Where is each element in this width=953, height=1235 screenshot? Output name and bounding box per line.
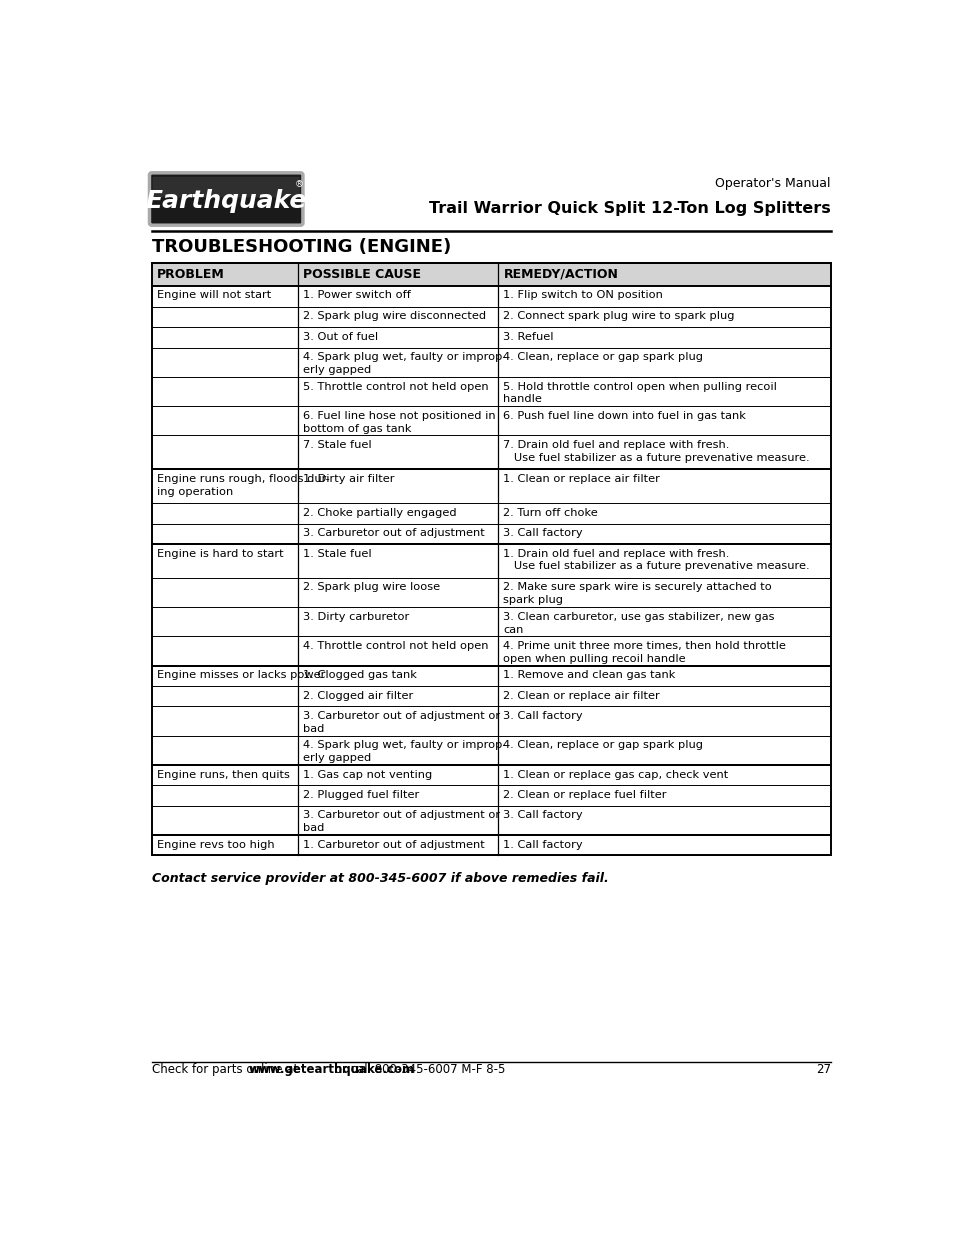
Bar — [152, 736, 830, 764]
Text: 1. Call factory: 1. Call factory — [503, 840, 582, 850]
Text: 4. Spark plug wet, faulty or improp-
erly gapped: 4. Spark plug wet, faulty or improp- erl… — [303, 740, 506, 763]
Text: 1. Stale fuel: 1. Stale fuel — [303, 548, 372, 558]
Text: Engine misses or lacks power: Engine misses or lacks power — [157, 671, 325, 680]
Bar — [152, 406, 830, 436]
Text: 2. Clean or replace air filter: 2. Clean or replace air filter — [503, 690, 659, 700]
Text: 3. Carburetor out of adjustment or
bad: 3. Carburetor out of adjustment or bad — [303, 810, 499, 834]
Text: www.getearthquake.com: www.getearthquake.com — [249, 1063, 415, 1076]
Bar — [152, 666, 830, 687]
Text: Earthquake: Earthquake — [146, 189, 307, 212]
Bar — [152, 263, 830, 285]
Text: 7. Stale fuel: 7. Stale fuel — [303, 440, 372, 450]
Bar — [152, 835, 830, 856]
Bar — [152, 543, 830, 578]
Text: 27: 27 — [815, 1063, 830, 1076]
Bar — [152, 524, 830, 543]
Text: 1. Clean or replace air filter: 1. Clean or replace air filter — [503, 474, 659, 484]
Text: 1. Drain old fuel and replace with fresh.
   Use fuel stabilizer as a future pre: 1. Drain old fuel and replace with fresh… — [503, 548, 809, 572]
Bar — [152, 687, 830, 706]
Text: Contact service provider at 800-345-6007 if above remedies fail.: Contact service provider at 800-345-6007… — [152, 872, 608, 885]
Bar — [152, 503, 830, 524]
Text: 3. Dirty carburetor: 3. Dirty carburetor — [303, 611, 409, 621]
Bar — [152, 306, 830, 327]
Text: or call 800-345-6007 M-F 8-5: or call 800-345-6007 M-F 8-5 — [331, 1063, 505, 1076]
Text: 4. Clean, replace or gap spark plug: 4. Clean, replace or gap spark plug — [503, 352, 702, 362]
Text: 1. Gas cap not venting: 1. Gas cap not venting — [303, 769, 432, 779]
Text: Trail Warrior Quick Split 12-Ton Log Splitters: Trail Warrior Quick Split 12-Ton Log Spl… — [429, 201, 830, 216]
Text: 3. Carburetor out of adjustment or
bad: 3. Carburetor out of adjustment or bad — [303, 711, 499, 734]
Bar — [152, 377, 830, 406]
Text: 3. Call factory: 3. Call factory — [503, 529, 582, 538]
Text: 2. Make sure spark wire is securely attached to
spark plug: 2. Make sure spark wire is securely atta… — [503, 583, 771, 605]
Text: 4. Spark plug wet, faulty or improp-
erly gapped: 4. Spark plug wet, faulty or improp- erl… — [303, 352, 506, 375]
Text: 1. Clean or replace gas cap, check vent: 1. Clean or replace gas cap, check vent — [503, 769, 728, 779]
Text: Engine is hard to start: Engine is hard to start — [157, 548, 284, 558]
Text: 4. Clean, replace or gap spark plug: 4. Clean, replace or gap spark plug — [503, 740, 702, 751]
Text: 3. Refuel: 3. Refuel — [503, 332, 554, 342]
Text: 2. Plugged fuel filter: 2. Plugged fuel filter — [303, 790, 419, 800]
Text: 1. Dirty air filter: 1. Dirty air filter — [303, 474, 395, 484]
Text: 6. Push fuel line down into fuel in gas tank: 6. Push fuel line down into fuel in gas … — [503, 411, 745, 421]
Text: 1. Power switch off: 1. Power switch off — [303, 290, 411, 300]
Bar — [152, 608, 830, 636]
Text: 3. Call factory: 3. Call factory — [503, 810, 582, 820]
Text: 5. Hold throttle control open when pulling recoil
handle: 5. Hold throttle control open when pulli… — [503, 382, 777, 404]
Text: Engine runs rough, floods dur-
ing operation: Engine runs rough, floods dur- ing opera… — [157, 474, 330, 496]
Text: 1. Flip switch to ON position: 1. Flip switch to ON position — [503, 290, 662, 300]
Text: 2. Turn off choke: 2. Turn off choke — [503, 508, 598, 517]
Text: POSSIBLE CAUSE: POSSIBLE CAUSE — [303, 268, 420, 280]
Text: 1. Clogged gas tank: 1. Clogged gas tank — [303, 671, 416, 680]
Bar — [152, 764, 830, 785]
Text: Check for parts online at: Check for parts online at — [152, 1063, 301, 1076]
Text: 2. Clogged air filter: 2. Clogged air filter — [303, 690, 413, 700]
Bar — [152, 805, 830, 835]
Text: 2. Spark plug wire disconnected: 2. Spark plug wire disconnected — [303, 311, 486, 321]
Bar — [152, 469, 830, 503]
Text: 2. Choke partially engaged: 2. Choke partially engaged — [303, 508, 456, 517]
Text: Engine will not start: Engine will not start — [157, 290, 272, 300]
Text: ®: ® — [294, 180, 304, 189]
Bar — [152, 436, 830, 469]
Text: 1. Carburetor out of adjustment: 1. Carburetor out of adjustment — [303, 840, 484, 850]
Text: 3. Out of fuel: 3. Out of fuel — [303, 332, 378, 342]
Text: 1. Remove and clean gas tank: 1. Remove and clean gas tank — [503, 671, 675, 680]
Text: 3. Call factory: 3. Call factory — [503, 711, 582, 721]
Text: Engine revs too high: Engine revs too high — [157, 840, 274, 850]
Text: 5. Throttle control not held open: 5. Throttle control not held open — [303, 382, 488, 391]
Bar — [152, 347, 830, 377]
Text: REMEDY/ACTION: REMEDY/ACTION — [503, 268, 618, 280]
Text: 3. Clean carburetor, use gas stabilizer, new gas
can: 3. Clean carburetor, use gas stabilizer,… — [503, 611, 774, 635]
Bar — [152, 636, 830, 666]
FancyBboxPatch shape — [150, 173, 303, 225]
Bar — [152, 785, 830, 805]
Text: 4. Throttle control not held open: 4. Throttle control not held open — [303, 641, 488, 651]
FancyBboxPatch shape — [152, 177, 299, 198]
Text: Engine runs, then quits: Engine runs, then quits — [157, 769, 290, 779]
Bar — [152, 327, 830, 347]
Text: 3. Carburetor out of adjustment: 3. Carburetor out of adjustment — [303, 529, 484, 538]
Bar — [152, 578, 830, 608]
Bar — [152, 285, 830, 306]
Text: TROUBLESHOOTING (ENGINE): TROUBLESHOOTING (ENGINE) — [152, 238, 451, 257]
Text: 4. Prime unit three more times, then hold throttle
open when pulling recoil hand: 4. Prime unit three more times, then hol… — [503, 641, 785, 663]
Text: 2. Spark plug wire loose: 2. Spark plug wire loose — [303, 583, 440, 593]
Text: 2. Clean or replace fuel filter: 2. Clean or replace fuel filter — [503, 790, 666, 800]
Bar — [152, 263, 830, 856]
Bar — [152, 706, 830, 736]
Text: Operator's Manual: Operator's Manual — [715, 178, 830, 190]
Text: 2. Connect spark plug wire to spark plug: 2. Connect spark plug wire to spark plug — [503, 311, 734, 321]
Text: 7. Drain old fuel and replace with fresh.
   Use fuel stabilizer as a future pre: 7. Drain old fuel and replace with fresh… — [503, 440, 809, 463]
Text: PROBLEM: PROBLEM — [157, 268, 225, 280]
Text: 6. Fuel line hose not positioned in
bottom of gas tank: 6. Fuel line hose not positioned in bott… — [303, 411, 496, 433]
